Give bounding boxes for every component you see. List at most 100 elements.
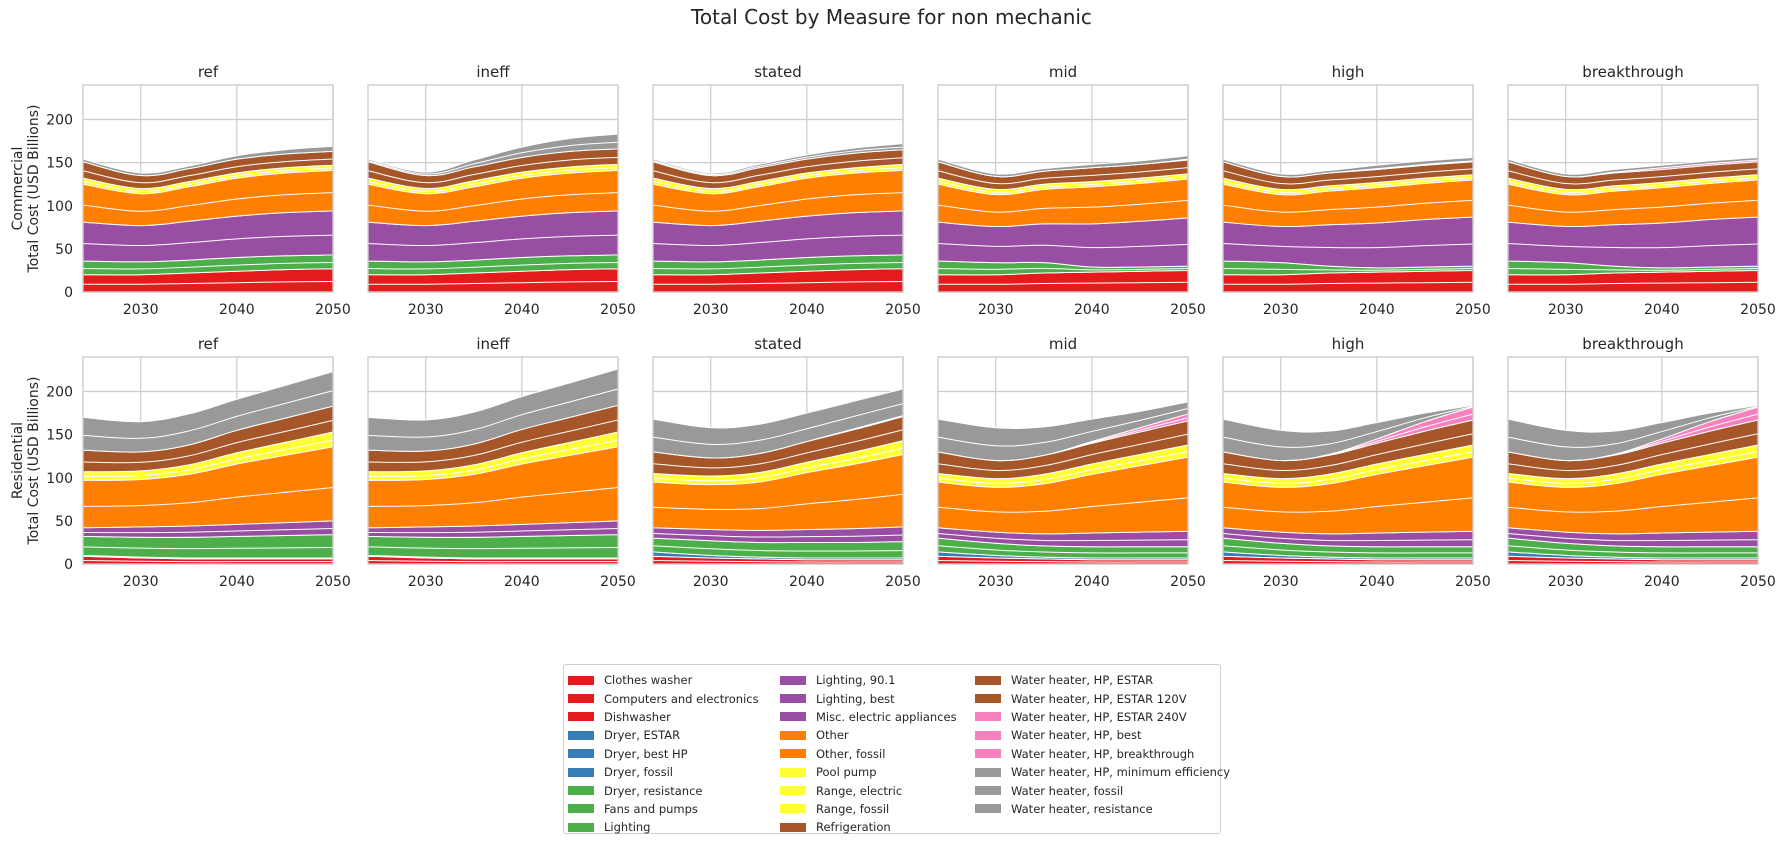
axes-frame <box>1222 84 1474 293</box>
panel-title: ineff <box>476 335 510 353</box>
y-tick-label: 100 <box>46 471 73 487</box>
legend-swatch <box>568 786 594 796</box>
x-tick-label: 2050 <box>600 302 636 318</box>
area-divider <box>652 403 904 445</box>
area-divider <box>1222 451 1474 484</box>
area-divider <box>82 262 334 270</box>
area-divider <box>937 433 1189 471</box>
x-tick-label: 2040 <box>1644 574 1680 590</box>
panel-stated: stated 2030 2040 2050 <box>652 335 921 590</box>
area-divider <box>82 390 334 439</box>
legend-item: Misc. electric appliances <box>776 708 957 726</box>
legend-label: Dishwasher <box>604 709 671 724</box>
x-tick-label: 2030 <box>693 302 729 318</box>
x-tick-label: 2050 <box>1455 302 1491 318</box>
area-divider <box>937 267 1189 271</box>
x-tick-label: 2030 <box>1548 302 1584 318</box>
x-tick-label: 2050 <box>1170 302 1206 318</box>
axes-frame <box>652 84 904 293</box>
legend-label: Lighting, best <box>816 691 895 706</box>
axes-frame <box>82 356 334 565</box>
legend-item: Clothes washer <box>564 671 759 689</box>
area-divider <box>367 419 619 463</box>
area-divider <box>1507 268 1759 271</box>
area-divider <box>1507 497 1759 513</box>
area-divider <box>82 560 333 563</box>
x-tick-label: 2030 <box>123 302 159 318</box>
legend-item: Other, fossil <box>776 745 957 763</box>
area-divider <box>1507 532 1759 542</box>
y-tick-label: 50 <box>55 242 73 258</box>
panel-title: high <box>1332 335 1365 353</box>
x-tick-label: 2030 <box>693 574 729 590</box>
area-divider <box>937 560 1188 563</box>
legend-label: Lighting <box>604 820 651 835</box>
panel-ineff: ineff 2030 2040 2050 <box>367 335 636 590</box>
panel-ref: ref 2030 2040 2050 0 50 100 150 200 <box>46 335 351 590</box>
legend-swatch <box>975 786 1001 796</box>
panel-title: stated <box>754 335 802 353</box>
legend-item: Dryer, resistance <box>564 781 759 799</box>
area-divider <box>937 545 1188 554</box>
legend-label: Water heater, resistance <box>1011 801 1153 816</box>
legend-swatch <box>568 712 594 722</box>
legend-item: Lighting, best <box>776 689 957 707</box>
legend-item: Dryer, fossil <box>564 763 759 781</box>
x-tick-label: 2040 <box>1644 302 1680 318</box>
x-tick-label: 2030 <box>408 574 444 590</box>
area-divider <box>367 487 619 507</box>
area-divider <box>82 234 334 247</box>
panel-high: high 2030 2040 2050 <box>1222 335 1491 590</box>
legend-item: Dishwasher <box>564 708 759 726</box>
area-divider <box>652 532 904 538</box>
legend-swatch <box>975 712 1001 722</box>
y-tick-label: 0 <box>64 285 73 301</box>
axes-frame <box>1507 356 1759 565</box>
x-tick-label: 2050 <box>1170 574 1206 590</box>
area-divider <box>82 158 334 184</box>
y-axis-label-line: Commercial <box>10 147 26 231</box>
chart-grid: Commercial Total Cost (USD Billions)Resid… <box>10 63 1776 590</box>
y-axis-label-line: Residential <box>10 422 26 499</box>
legend-label: Fans and pumps <box>604 801 698 816</box>
legend-item: Lighting <box>564 818 759 836</box>
area-divider <box>652 560 903 563</box>
area-divider <box>367 546 619 550</box>
legend-item: Range, electric <box>776 781 957 799</box>
legend-swatch <box>975 694 1001 704</box>
area-divider <box>367 439 619 477</box>
x-tick-label: 2050 <box>885 302 921 318</box>
area-divider <box>367 527 619 534</box>
legend-label: Range, fossil <box>816 801 890 816</box>
x-tick-label: 2050 <box>1740 302 1776 318</box>
x-tick-label: 2040 <box>789 302 825 318</box>
area-divider <box>1222 405 1474 448</box>
area-divider <box>652 447 904 482</box>
legend-swatch <box>568 675 594 685</box>
axes-frame <box>937 356 1189 565</box>
panel-ref: ref 2030 2040 2050 0 50 100 150 200 <box>46 63 351 318</box>
area-divider <box>937 199 1189 213</box>
axes-frame <box>367 84 619 293</box>
area-divider <box>1222 560 1473 563</box>
legend-swatch <box>780 822 806 832</box>
legend-swatch <box>975 749 1001 759</box>
legend-swatch <box>975 767 1001 777</box>
x-tick-label: 2050 <box>885 574 921 590</box>
axes-frame <box>937 84 1189 293</box>
panel-mid: mid 2030 2040 2050 <box>937 63 1206 318</box>
legend-label: Computers and electronics <box>604 691 759 706</box>
area-divider <box>1222 281 1474 285</box>
panel-title: mid <box>1049 63 1077 81</box>
legend-label: Dryer, best HP <box>604 746 688 761</box>
area-divider <box>937 497 1189 513</box>
legend-label: Other, fossil <box>816 746 886 761</box>
area-divider <box>937 176 1189 193</box>
y-axis-label: Residential Total Cost (USD Billions) <box>10 377 42 546</box>
area-divider <box>1507 168 1759 185</box>
area-divider <box>652 146 904 175</box>
area-divider <box>1222 168 1474 185</box>
panel-title: ineff <box>476 63 510 81</box>
panel-ineff: ineff 2030 2040 2050 <box>367 63 636 318</box>
x-tick-label: 2030 <box>978 302 1014 318</box>
